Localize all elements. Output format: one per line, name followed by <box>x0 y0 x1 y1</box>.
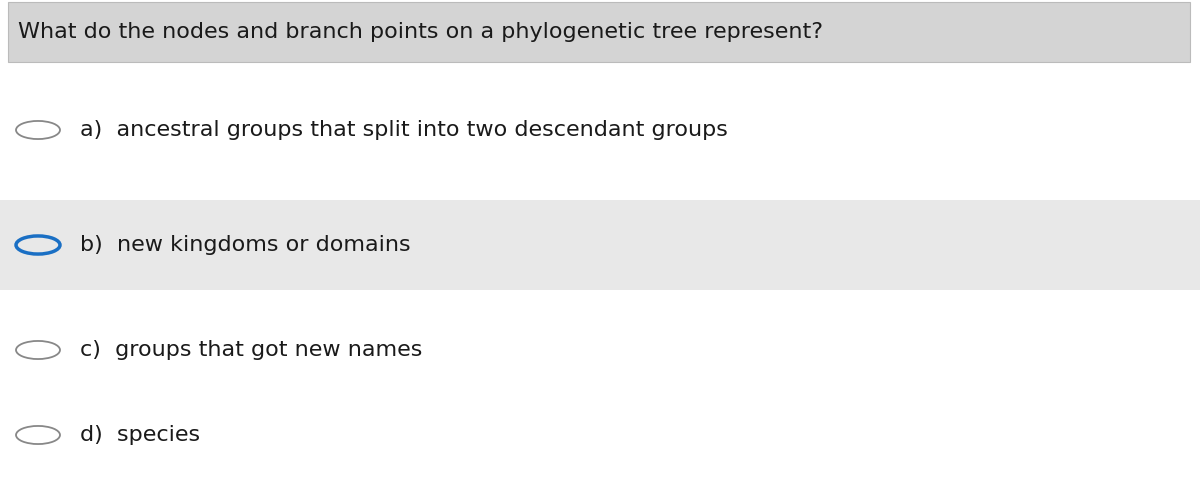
Text: c)  groups that got new names: c) groups that got new names <box>80 340 422 360</box>
Text: What do the nodes and branch points on a phylogenetic tree represent?: What do the nodes and branch points on a… <box>18 22 823 42</box>
Text: d)  species: d) species <box>80 425 200 445</box>
Text: a)  ancestral groups that split into two descendant groups: a) ancestral groups that split into two … <box>80 120 728 140</box>
Ellipse shape <box>16 341 60 359</box>
Text: b)  new kingdoms or domains: b) new kingdoms or domains <box>80 235 410 255</box>
Ellipse shape <box>16 426 60 444</box>
Ellipse shape <box>16 121 60 139</box>
FancyBboxPatch shape <box>0 200 1200 290</box>
FancyBboxPatch shape <box>8 2 1190 62</box>
Ellipse shape <box>16 236 60 254</box>
